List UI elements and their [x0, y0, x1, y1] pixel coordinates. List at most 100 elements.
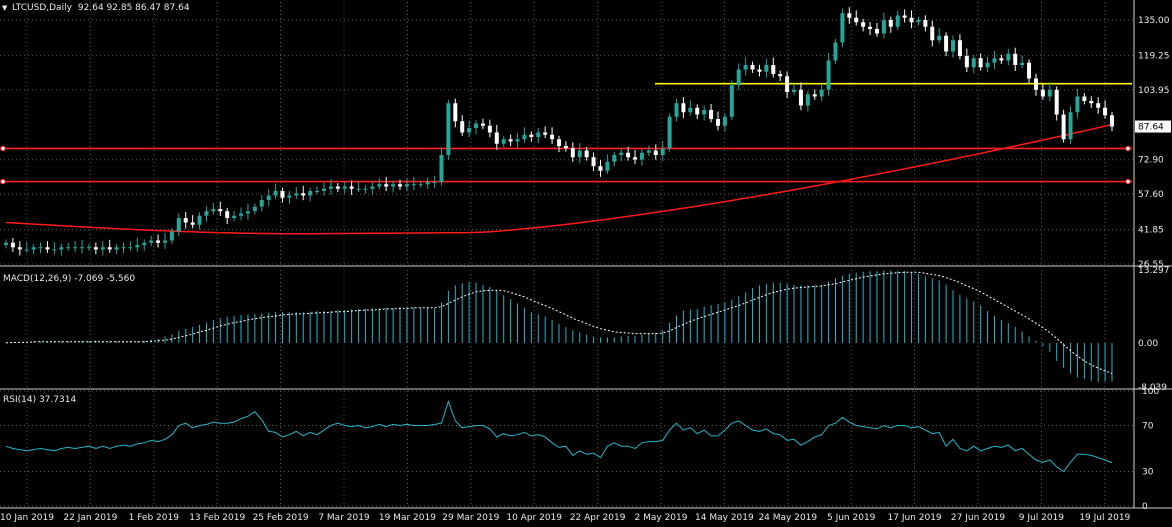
candle: [259, 195, 264, 212]
candle-body: [501, 139, 506, 144]
candle: [135, 237, 140, 252]
candle: [487, 119, 492, 138]
candle-body: [930, 26, 935, 41]
candle: [467, 120, 472, 138]
candle: [854, 10, 859, 26]
candle-body: [363, 188, 368, 190]
candle: [480, 118, 485, 130]
candle-body: [273, 190, 278, 196]
current-price-box: [1135, 120, 1171, 133]
candle: [439, 147, 444, 186]
candle: [190, 215, 195, 229]
candle-body: [971, 58, 976, 68]
date-tick-label: 10 Apr 2019: [506, 513, 562, 523]
candle-body: [563, 145, 568, 149]
price-tick-label: 72.90: [1138, 156, 1164, 166]
candle-body: [31, 247, 36, 250]
candle-body: [349, 186, 354, 189]
candle-body: [944, 35, 949, 52]
candle-body: [792, 89, 797, 92]
candle: [909, 10, 914, 29]
candle: [985, 56, 990, 72]
candle-body: [715, 118, 720, 126]
price-tick-label: 41.85: [1138, 226, 1164, 236]
candle-body: [874, 28, 879, 34]
candle-body: [598, 166, 603, 171]
candle: [695, 104, 700, 120]
candle-body: [162, 240, 167, 243]
candle: [709, 103, 714, 123]
candle-body: [937, 35, 942, 41]
candle: [847, 7, 852, 24]
candle: [294, 187, 299, 199]
candle-body: [1047, 89, 1052, 97]
candle-body: [1075, 96, 1080, 113]
candle: [895, 10, 900, 31]
candle: [992, 50, 997, 69]
candle: [639, 149, 644, 166]
candle-body: [66, 247, 71, 249]
candle-body: [398, 184, 403, 187]
candle: [812, 89, 817, 100]
candle-body: [854, 17, 859, 23]
candle: [923, 15, 928, 32]
candle-body: [951, 40, 956, 52]
candle: [17, 241, 22, 256]
candle-body: [156, 240, 161, 243]
candle: [964, 48, 969, 72]
candle: [176, 213, 181, 237]
candle: [446, 99, 451, 160]
candle-body: [992, 58, 997, 63]
candle-body: [861, 22, 866, 27]
candle-body: [964, 55, 969, 68]
candle-body: [52, 249, 57, 251]
rsi-series: [5, 399, 1113, 473]
candle: [674, 98, 679, 122]
candle: [245, 203, 250, 220]
candle-body: [902, 15, 907, 18]
candle-body: [660, 148, 665, 155]
candle: [114, 243, 119, 255]
candle-body: [722, 116, 727, 126]
candle: [66, 242, 71, 251]
price-tick-label: 119.25: [1138, 51, 1170, 61]
candle: [225, 207, 230, 225]
candle-body: [633, 157, 638, 160]
candle-body: [605, 161, 610, 171]
candle-body: [1020, 62, 1025, 65]
date-tick-label: 13 Feb 2019: [189, 513, 245, 523]
candle: [391, 180, 396, 193]
candle-body: [978, 58, 983, 68]
candle: [819, 83, 824, 102]
candle: [833, 39, 838, 64]
candle-body: [10, 242, 15, 248]
candle: [861, 18, 866, 32]
rsi-tick-label: 30: [1142, 468, 1154, 478]
dropdown-arrow-icon[interactable]: ▼: [2, 4, 8, 12]
date-tick-label: 10 Jan 2019: [0, 513, 54, 523]
candle-body: [252, 206, 257, 212]
candle-body: [709, 109, 714, 119]
candle: [874, 22, 879, 37]
candle-body: [114, 247, 119, 250]
candle: [633, 149, 638, 165]
candle-body: [183, 217, 188, 223]
candle: [73, 241, 78, 252]
candle: [10, 238, 15, 252]
candle: [563, 141, 568, 152]
candle-body: [736, 69, 741, 86]
candle: [301, 185, 306, 201]
candle: [52, 242, 57, 255]
candle-body: [321, 188, 326, 191]
candle-body: [1061, 114, 1066, 140]
candle-body: [328, 186, 333, 189]
candle-body: [169, 231, 174, 241]
candle: [868, 22, 873, 36]
candle: [501, 135, 506, 148]
candle-body: [73, 247, 78, 249]
candle: [1054, 86, 1059, 121]
candle-body: [1054, 89, 1059, 115]
candle-body: [494, 132, 499, 144]
candle-body: [1013, 53, 1018, 65]
